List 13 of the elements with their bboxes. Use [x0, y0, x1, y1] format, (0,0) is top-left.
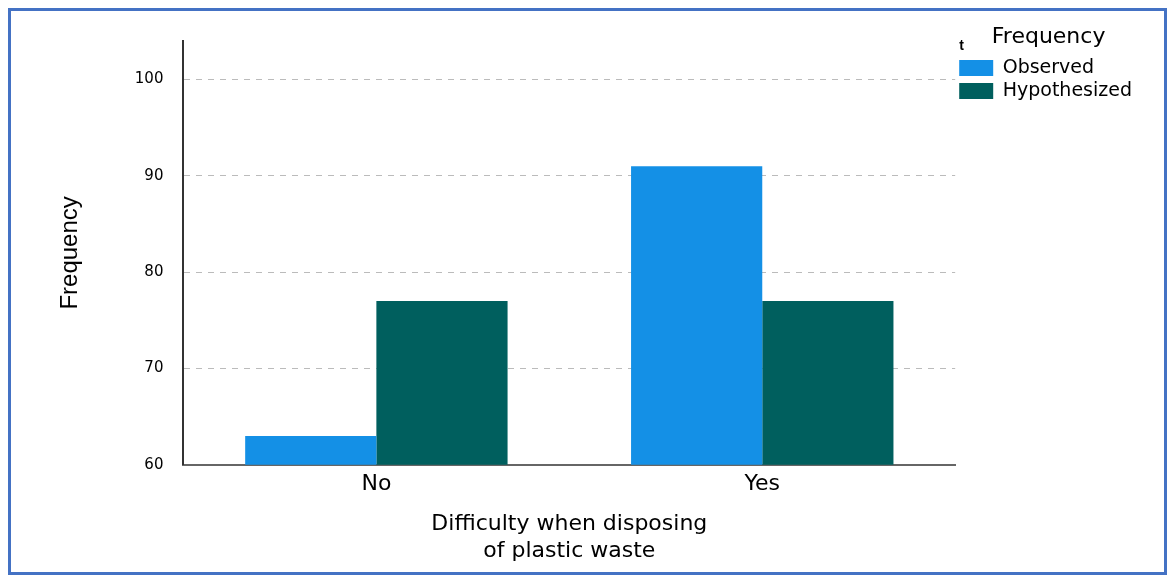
- y-tick-label: 60: [144, 454, 164, 473]
- y-tick-label: 80: [144, 262, 164, 281]
- legend-label: Hypothesized: [1002, 77, 1133, 100]
- x-tick-label: Yes: [743, 469, 781, 495]
- x-tick-label: No: [361, 469, 392, 495]
- text: t: [959, 37, 965, 53]
- x-axis-title: Difficulty when disposing of plastic waste: [431, 510, 708, 562]
- y-tick-label: 90: [144, 165, 164, 184]
- y-axis-title: Frequency: [55, 196, 83, 310]
- legend-label: Observed: [1002, 54, 1095, 77]
- y-tick-label: 70: [144, 358, 164, 377]
- y-tick-label: 100: [134, 69, 164, 88]
- legend-title: Frequency: [991, 22, 1106, 48]
